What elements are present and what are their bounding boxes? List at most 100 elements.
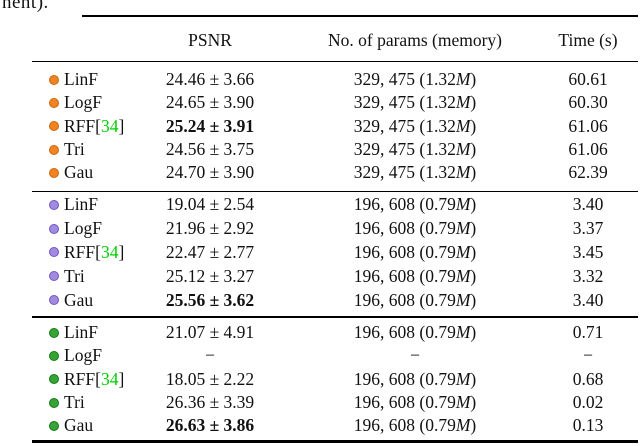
params-value: 196, 608 (0.79M) [353, 289, 477, 310]
time-value: 60.30 [568, 92, 608, 113]
time-value: 61.06 [568, 115, 608, 136]
table-row: LinF 21.07 ± 4.91 196, 608 (0.79M) 0.71 [32, 321, 638, 344]
params-value: 196, 608 (0.79M) [353, 392, 477, 413]
time-value: 0.68 [572, 368, 604, 389]
table-header-row: PSNR No. of params (memory) Time (s) [32, 22, 638, 58]
params-value: 196, 608 (0.79M) [353, 265, 477, 286]
table-row: LinF 19.04 ± 2.54 196, 608 (0.79M) 3.40 [32, 193, 638, 217]
group-divider-rule [32, 190, 638, 193]
time-value: 60.61 [568, 69, 608, 90]
row-label-cell: RFF [34] [32, 116, 128, 137]
caption-fragment: nent). [2, 0, 82, 13]
params-value: 329, 475 (1.32M) [353, 69, 477, 90]
row-label-cell: RFF [34] [32, 242, 128, 263]
method-label: RFF [64, 115, 96, 136]
green-dot [49, 397, 59, 408]
psnr-value: 24.65 ± 3.90 [165, 92, 255, 113]
psnr-value: − [205, 345, 215, 366]
time-value: 61.06 [568, 139, 608, 160]
orange-dot [49, 144, 59, 155]
psnr-value: 26.36 ± 3.39 [165, 392, 255, 413]
psnr-value: 24.46 ± 3.66 [165, 69, 255, 90]
table-row: RFF [34] 18.05 ± 2.22 196, 608 (0.79M) 0.68 [32, 368, 638, 391]
params-value: 196, 608 (0.79M) [353, 241, 477, 262]
row-label-cell: Tri [32, 139, 128, 160]
params-value: − [410, 345, 420, 366]
table-row: LogF 24.65 ± 3.90 329, 475 (1.32M) 60.30 [32, 91, 638, 114]
row-label-cell: LogF [32, 218, 128, 239]
psnr-value: 24.56 ± 3.75 [165, 139, 255, 160]
table-row: LogF 21.96 ± 2.92 196, 608 (0.79M) 3.37 [32, 217, 638, 241]
method-label: Gau [64, 415, 94, 436]
params-value: 329, 475 (1.32M) [353, 92, 477, 113]
col-header-psnr: PSNR [188, 29, 232, 50]
params-value: 196, 608 (0.79M) [353, 218, 477, 239]
orange-dot [49, 74, 59, 85]
table-row: Gau 24.70 ± 3.90 329, 475 (1.32M) 62.39 [32, 161, 638, 184]
row-label-cell: LinF [32, 322, 128, 343]
group-divider-rule [32, 316, 638, 318]
psnr-value: 21.07 ± 4.91 [165, 322, 255, 343]
table-row: Tri 25.12 ± 3.27 196, 608 (0.79M) 3.32 [32, 264, 638, 288]
citation-link[interactable]: [34] [95, 368, 125, 389]
method-label: RFF [64, 241, 96, 262]
row-label-cell: LogF [32, 345, 128, 366]
table-row: Gau 26.63 ± 3.86 196, 608 (0.79M) 0.13 [32, 414, 638, 437]
time-value: 3.45 [572, 241, 604, 262]
params-value: 329, 475 (1.32M) [353, 139, 477, 160]
method-label: Gau [64, 162, 94, 183]
psnr-value: 22.47 ± 2.77 [165, 241, 255, 262]
method-label: LogF [64, 345, 102, 366]
time-value: 3.40 [572, 194, 604, 215]
row-label-cell: LinF [32, 194, 128, 215]
method-label: LogF [64, 218, 102, 239]
psnr-value: 25.56 ± 3.62 [165, 289, 255, 310]
method-label: RFF [64, 368, 96, 389]
params-value: 329, 475 (1.32M) [353, 162, 477, 183]
time-value: 0.02 [572, 392, 604, 413]
citation-link[interactable]: [34] [95, 115, 125, 136]
params-value: 196, 608 (0.79M) [353, 322, 477, 343]
caption-text: nent). [2, 0, 49, 13]
row-label-cell: Gau [32, 290, 128, 311]
table-row: Gau 25.56 ± 3.62 196, 608 (0.79M) 3.40 [32, 288, 638, 312]
method-label: LinF [64, 322, 99, 343]
col-header-time: Time (s) [558, 29, 618, 50]
row-label-cell: LinF [32, 69, 128, 90]
row-label-cell: RFF [34] [32, 369, 128, 390]
method-label: Tri [64, 265, 85, 286]
citation-link[interactable]: [34] [95, 241, 125, 262]
green-dot [49, 374, 59, 385]
orange-dot [49, 167, 59, 178]
time-value: 62.39 [568, 162, 608, 183]
purple-dot [49, 247, 59, 258]
method-label: Tri [64, 392, 85, 413]
params-value: 196, 608 (0.79M) [353, 194, 477, 215]
time-value: 0.71 [572, 322, 604, 343]
time-value: − [583, 345, 593, 366]
row-label-cell: Tri [32, 266, 128, 287]
green-dot [49, 420, 59, 431]
table-row: LinF 24.46 ± 3.66 329, 475 (1.32M) 60.61 [32, 68, 638, 91]
psnr-value: 26.63 ± 3.86 [165, 415, 255, 436]
params-value: 196, 608 (0.79M) [353, 368, 477, 389]
table-row: RFF [34] 22.47 ± 2.77 196, 608 (0.79M) 3.45 [32, 241, 638, 265]
purple-dot [49, 271, 59, 282]
table-row: LogF − − − [32, 344, 638, 367]
method-label: LinF [64, 69, 99, 90]
table-group-orange: LinF 24.46 ± 3.66 329, 475 (1.32M) 60.61 Log… [32, 68, 638, 184]
row-label-cell: Gau [32, 162, 128, 183]
orange-dot [49, 121, 59, 132]
psnr-value: 21.96 ± 2.92 [165, 218, 255, 239]
col-header-params: No. of params (memory) [328, 29, 502, 50]
purple-dot [49, 223, 59, 234]
top-rule [82, 15, 638, 18]
time-value: 0.13 [572, 415, 604, 436]
method-label: Gau [64, 289, 94, 310]
table-group-purple: LinF 19.04 ± 2.54 196, 608 (0.79M) 3.40 LogF… [32, 193, 638, 312]
psnr-value: 19.04 ± 2.54 [165, 194, 255, 215]
row-label-cell: Gau [32, 415, 128, 436]
time-value: 3.40 [572, 289, 604, 310]
params-value: 329, 475 (1.32M) [353, 115, 477, 136]
bottom-rule [32, 440, 638, 443]
